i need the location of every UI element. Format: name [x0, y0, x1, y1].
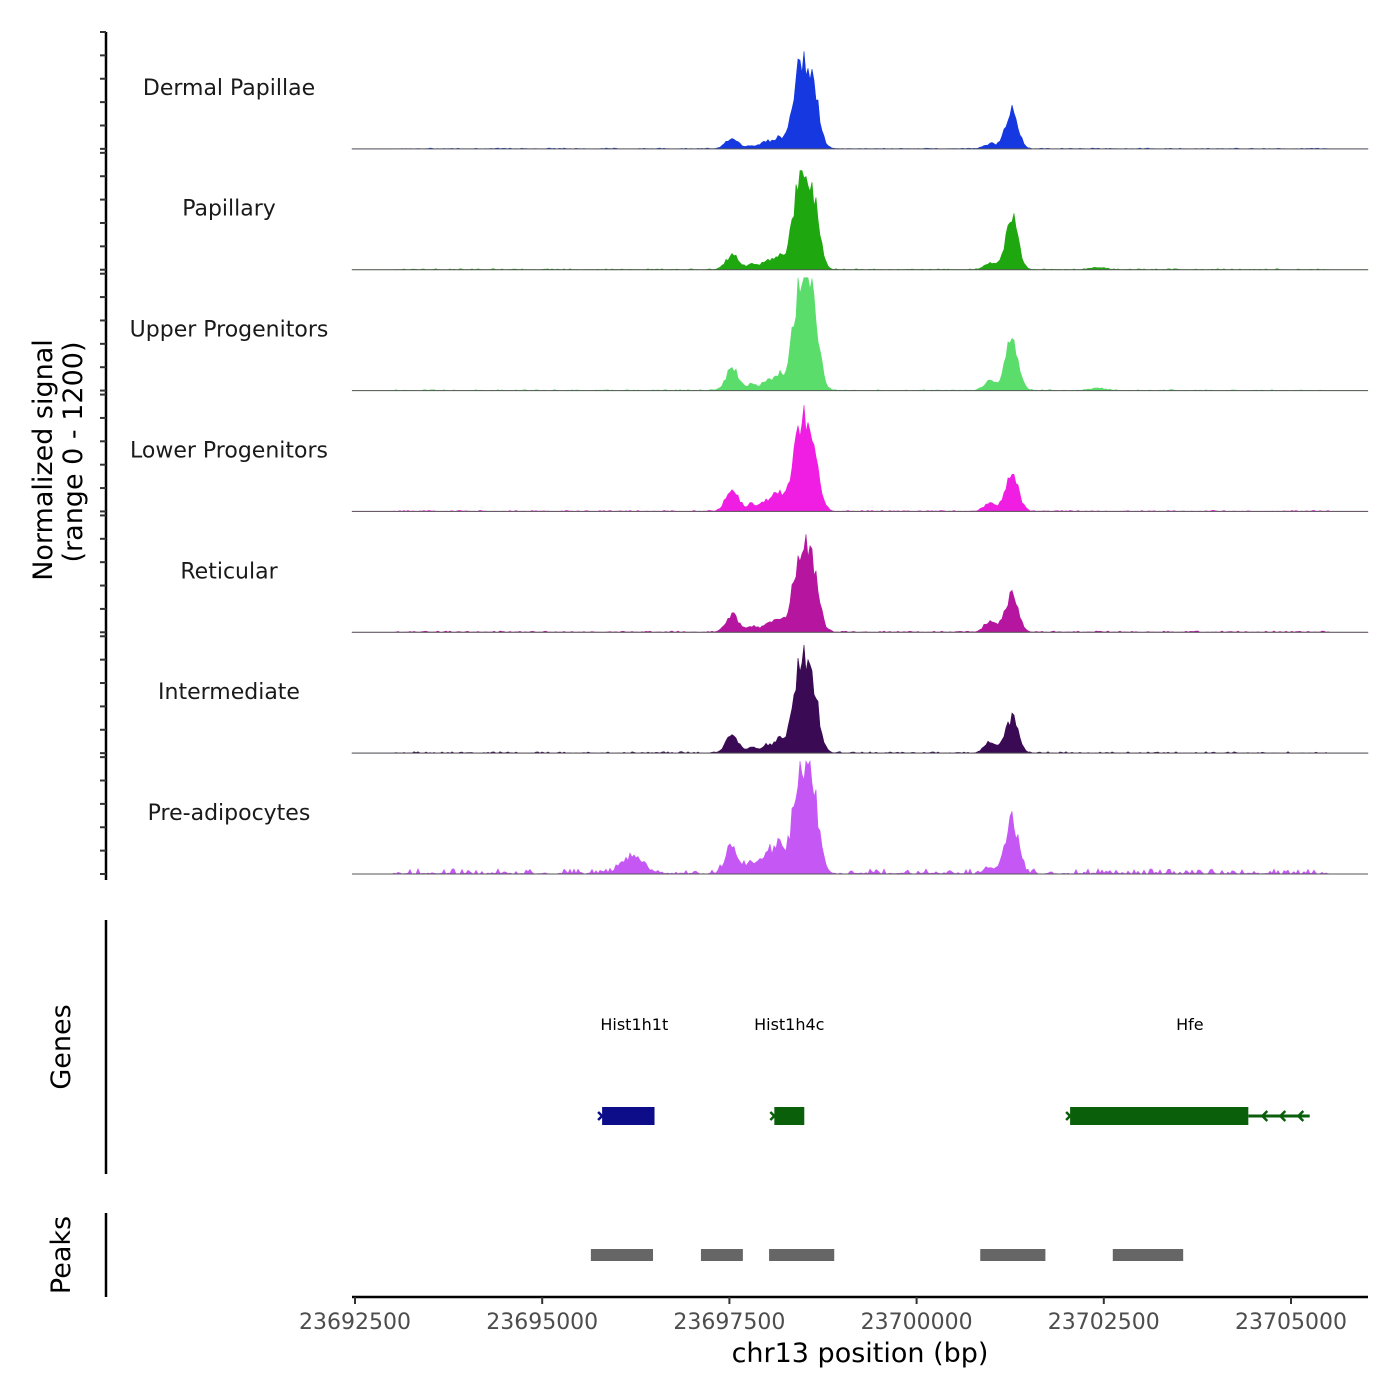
x-tick-label: 23700000 — [861, 1310, 973, 1335]
gene-exon — [602, 1107, 655, 1125]
peak-region — [590, 1249, 654, 1261]
track-papillary: Papillary — [182, 170, 1369, 271]
peaks-panel-title: Peaks — [46, 1216, 77, 1294]
x-tick-label: 23697500 — [673, 1310, 785, 1335]
track-upper-progenitors: Upper Progenitors — [130, 277, 1369, 392]
track-dermal-papillae: Dermal Papillae — [143, 51, 1369, 150]
x-tick-label: 23705000 — [1235, 1310, 1347, 1335]
track-label: Papillary — [182, 197, 276, 222]
track-label: Intermediate — [158, 680, 300, 705]
peak-region — [980, 1249, 1046, 1261]
x-axis-title: chr13 position (bp) — [732, 1338, 989, 1369]
track-label: Pre-adipocytes — [148, 801, 311, 826]
genes-panel-title: Genes — [46, 1004, 77, 1089]
track-label: Upper Progenitors — [130, 318, 329, 343]
signal-tracks: Dermal Papillae Papillary Upper Progenitor… — [130, 51, 1369, 875]
gene-hist1h4c: Hist1h4c — [754, 1015, 824, 1125]
strand-arrow — [1296, 1110, 1305, 1122]
gene-label: Hfe — [1176, 1015, 1204, 1034]
track-pre-adipocytes: Pre-adipocytes — [148, 760, 1368, 875]
gene-exon — [1070, 1107, 1249, 1125]
gene-label: Hist1h1t — [600, 1015, 668, 1034]
track-label: Reticular — [180, 559, 278, 584]
signal-area — [351, 170, 1369, 271]
peak-region — [1112, 1249, 1184, 1261]
signal-area — [351, 644, 1369, 754]
peak-region — [769, 1249, 835, 1261]
track-reticular: Reticular — [180, 534, 1369, 633]
strand-arrow — [1260, 1110, 1269, 1122]
y-axis-title-line1: Normalized signal — [28, 339, 59, 581]
peak-track — [590, 1249, 1184, 1261]
track-intermediate: Intermediate — [158, 644, 1369, 754]
gene-hfe: Hfe — [1065, 1015, 1310, 1125]
strand-arrow — [1278, 1110, 1287, 1122]
strand-arrow — [769, 1111, 777, 1121]
x-tick-label: 23702500 — [1048, 1310, 1160, 1335]
track-label: Dermal Papillae — [143, 76, 315, 101]
gene-exon — [774, 1107, 805, 1125]
strand-arrow — [597, 1111, 604, 1121]
signal-axis-ticks — [100, 31, 106, 875]
signal-area — [351, 51, 1369, 150]
signal-area — [351, 277, 1369, 391]
signal-area — [351, 534, 1369, 633]
signal-area — [351, 405, 1369, 512]
signal-area — [352, 760, 1368, 875]
x-tick-label: 23692500 — [299, 1310, 411, 1335]
peak-region — [700, 1249, 743, 1261]
x-tick-label: 23695000 — [486, 1310, 598, 1335]
strand-arrow — [1065, 1111, 1072, 1121]
track-lower-progenitors: Lower Progenitors — [130, 405, 1369, 512]
gene-hist1h1t: Hist1h1t — [597, 1015, 668, 1125]
gene-label: Hist1h4c — [754, 1015, 824, 1034]
gene-track: Hist1h1t Hist1h4c Hfe — [597, 1015, 1310, 1125]
track-label: Lower Progenitors — [130, 438, 328, 463]
x-axis-ticks: 23692500 23695000 23697500 23700000 23702500… — [299, 1297, 1347, 1335]
y-axis-title-line2: (range 0 - 1200) — [58, 342, 89, 563]
